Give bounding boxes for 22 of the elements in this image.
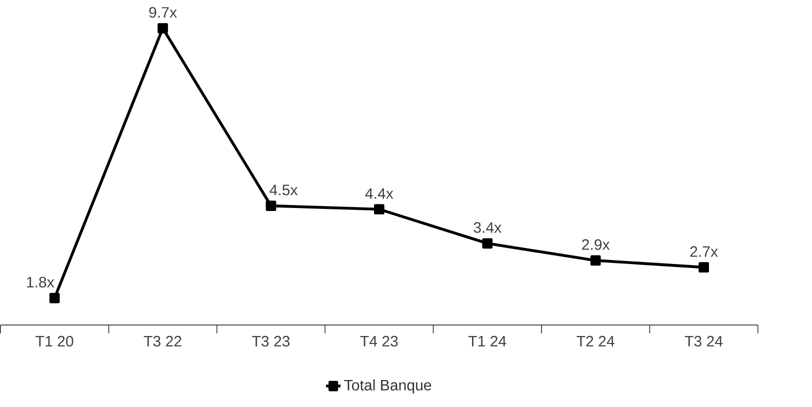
data-label: 4.5x: [270, 184, 298, 196]
x-tick-label: T3 23: [252, 336, 290, 347]
point: [158, 23, 168, 34]
data-label: 4.4x: [365, 188, 394, 199]
data-label: 2.7x: [690, 246, 718, 257]
x-tick-label: T4 23: [360, 336, 398, 347]
x-tick-label: T1 24: [468, 336, 506, 346]
x-tick-label: T1 20: [36, 336, 74, 347]
data-label: 3.4x: [474, 222, 502, 233]
point: [374, 204, 384, 214]
x-tick-label: T2 24: [576, 336, 614, 346]
data-label: 2.9x: [582, 239, 610, 250]
x-tick-label: T3 22: [144, 336, 182, 347]
point: [698, 262, 709, 272]
point: [590, 255, 601, 266]
data-label: 9.7x: [149, 7, 177, 18]
point: [482, 238, 493, 249]
x-tick-label: T3 24: [684, 336, 723, 347]
point: [266, 200, 276, 212]
point: [49, 292, 60, 304]
data-label: 1.8x: [27, 276, 54, 288]
legend-label: Total Banque: [344, 379, 432, 394]
